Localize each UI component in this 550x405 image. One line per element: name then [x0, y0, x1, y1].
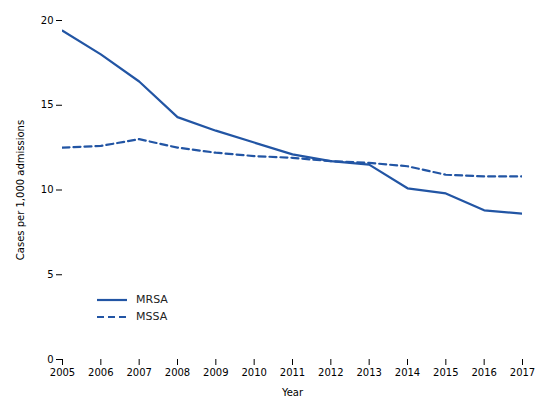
- svg-text:2009: 2009: [203, 367, 228, 378]
- svg-text:2011: 2011: [280, 367, 305, 378]
- svg-text:2015: 2015: [433, 367, 458, 378]
- svg-text:15: 15: [41, 99, 54, 110]
- svg-text:Year: Year: [281, 387, 304, 398]
- svg-text:20: 20: [41, 15, 54, 26]
- svg-text:2008: 2008: [165, 367, 190, 378]
- svg-text:10: 10: [41, 184, 54, 195]
- svg-text:2014: 2014: [395, 367, 420, 378]
- svg-text:2016: 2016: [471, 367, 496, 378]
- svg-text:2007: 2007: [126, 367, 151, 378]
- svg-text:2017: 2017: [510, 367, 535, 378]
- svg-text:2005: 2005: [50, 367, 75, 378]
- svg-text:2010: 2010: [241, 367, 266, 378]
- html-text:MRSA: MRSA: [136, 293, 168, 306]
- svg-text:2012: 2012: [318, 367, 343, 378]
- html-text:MSSA: MSSA: [136, 310, 168, 323]
- svg-text:5: 5: [47, 269, 53, 280]
- svg-text:Cases per 1,000 admissions: Cases per 1,000 admissions: [15, 120, 26, 260]
- svg-text:0: 0: [47, 354, 53, 365]
- svg-text:2006: 2006: [88, 367, 113, 378]
- svg-text:2013: 2013: [356, 367, 381, 378]
